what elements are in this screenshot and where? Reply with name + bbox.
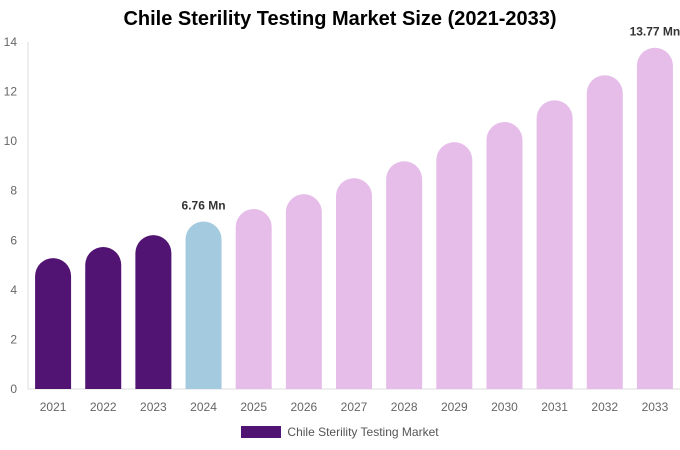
y-tick-label: 6 xyxy=(10,233,17,247)
y-tick-label: 12 xyxy=(4,85,18,99)
x-tick-label: 2033 xyxy=(642,400,669,414)
data-label: 6.76 Mn xyxy=(182,198,226,212)
y-tick-label: 2 xyxy=(10,332,17,346)
bar-2024 xyxy=(185,221,222,389)
chart-title: Chile Sterility Testing Market Size (202… xyxy=(123,8,557,30)
x-tick-label: 2030 xyxy=(491,400,518,414)
bar-2022 xyxy=(85,246,122,389)
y-tick-label: 14 xyxy=(4,35,18,49)
x-tick-label: 2023 xyxy=(140,400,167,414)
y-tick-label: 0 xyxy=(10,382,17,396)
legend-label: Chile Sterility Testing Market xyxy=(287,425,439,439)
x-tick-label: 2022 xyxy=(90,400,117,414)
x-tick-label: 2024 xyxy=(190,400,217,414)
bar-2030 xyxy=(486,122,523,389)
bar-2028 xyxy=(386,161,423,389)
x-tick-label: 2027 xyxy=(341,400,368,414)
y-tick-label: 8 xyxy=(10,184,17,198)
x-tick-label: 2028 xyxy=(391,400,418,414)
bar-2031 xyxy=(536,100,573,389)
legend[interactable]: Chile Sterility Testing Market xyxy=(0,425,680,439)
bar-2026 xyxy=(285,194,322,389)
x-tick-label: 2021 xyxy=(40,400,67,414)
x-tick-label: 2032 xyxy=(591,400,618,414)
bar-2023 xyxy=(135,235,172,389)
bar-2025 xyxy=(235,209,272,389)
y-tick-label: 4 xyxy=(10,283,17,297)
x-tick-label: 2025 xyxy=(240,400,267,414)
x-tick-label: 2029 xyxy=(441,400,468,414)
data-label: 13.77 Mn xyxy=(630,25,680,39)
bar-2021 xyxy=(35,258,72,389)
bar-2032 xyxy=(586,75,623,389)
bar-2033 xyxy=(636,47,673,389)
y-tick-label: 10 xyxy=(4,134,18,148)
x-tick-label: 2026 xyxy=(290,400,317,414)
x-tick-label: 2031 xyxy=(541,400,568,414)
bar-2029 xyxy=(436,142,473,389)
bar-2027 xyxy=(336,178,372,389)
legend-swatch xyxy=(241,426,282,438)
